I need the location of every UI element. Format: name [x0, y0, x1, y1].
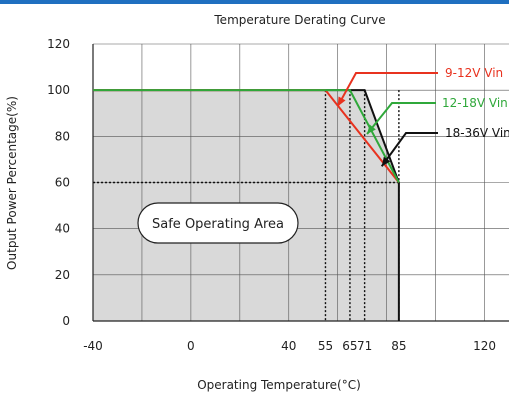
- y-tick-label: 40: [55, 222, 70, 236]
- x-tick-label: 85: [391, 339, 406, 353]
- series-label: 12-18V Vin: [442, 96, 508, 110]
- series-callout-line: [380, 132, 438, 167]
- x-tick-label: 71: [357, 339, 372, 353]
- top-accent-bar: [0, 0, 509, 4]
- y-tick-label: 0: [62, 314, 70, 328]
- safe-area-label: Safe Operating Area: [152, 217, 284, 232]
- x-tick-label: -40: [83, 339, 103, 353]
- safe-area-label-box: [137, 202, 299, 244]
- series-callout-arrowhead: [381, 156, 391, 167]
- series-line: [93, 89, 400, 183]
- series-label: 18-36V Vin: [445, 126, 509, 140]
- series-callout-arrowhead: [337, 96, 346, 107]
- x-axis-label: Operating Temperature(°C): [197, 378, 361, 392]
- x-tick-label: 65: [342, 339, 357, 353]
- y-tick-label: 120: [47, 37, 70, 51]
- y-tick-label: 20: [55, 268, 70, 282]
- series-callout-line: [336, 72, 438, 107]
- y-axis-label: Output Power Percentage(%): [5, 96, 19, 270]
- x-tick-label: 40: [281, 339, 296, 353]
- chart-title: Temperature Derating Curve: [213, 13, 385, 27]
- x-tick-label: 0: [187, 339, 195, 353]
- y-tick-label: 80: [55, 129, 70, 143]
- y-tick-label: 60: [55, 176, 70, 190]
- series-callout-arrowhead: [367, 124, 376, 135]
- series-callout-line: [366, 102, 436, 135]
- series-label: 9-12V Vin: [445, 66, 503, 80]
- x-tick-label: 120: [473, 339, 496, 353]
- x-tick-label: 55: [318, 339, 333, 353]
- y-tick-label: 100: [47, 83, 70, 97]
